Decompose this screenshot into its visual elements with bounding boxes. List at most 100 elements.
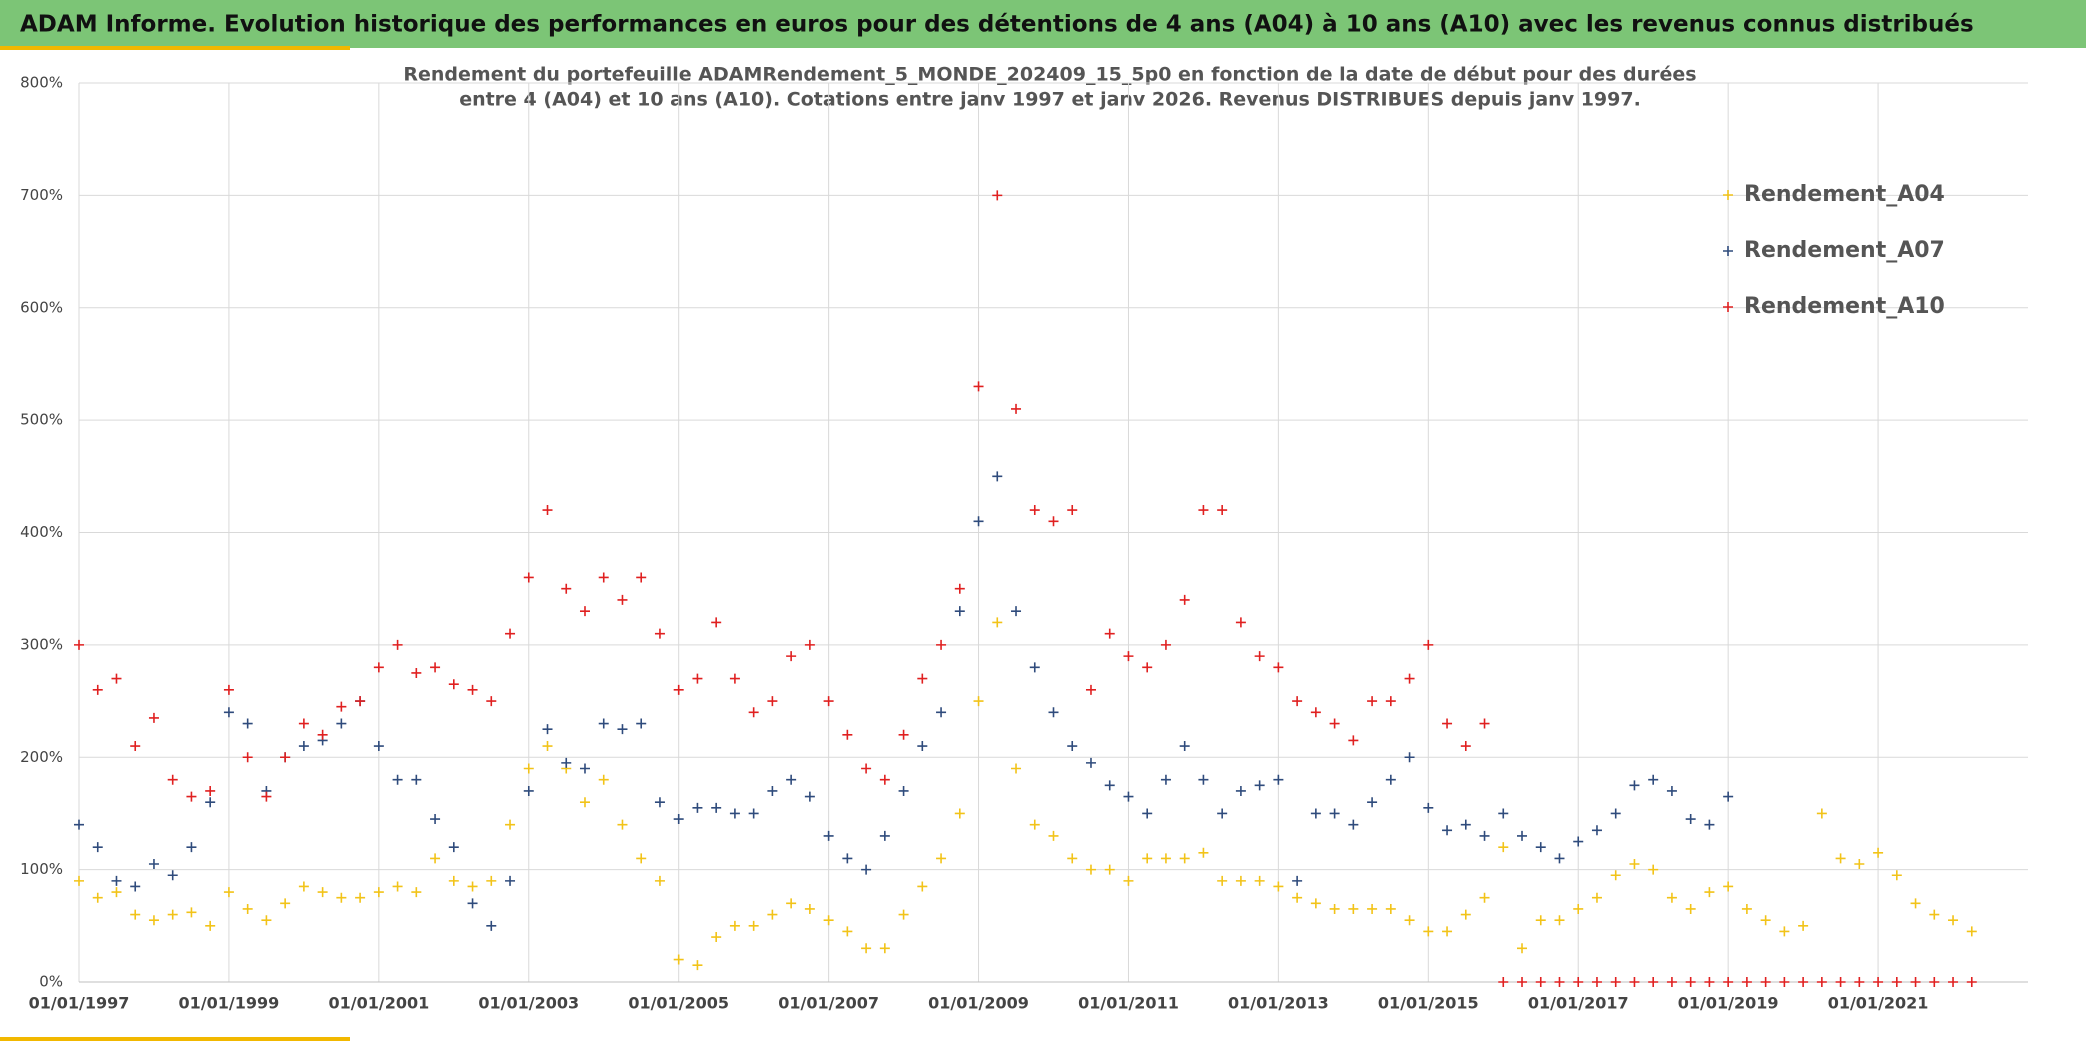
point	[1948, 977, 1959, 987]
point	[1723, 791, 1734, 802]
point	[1160, 774, 1171, 785]
point	[111, 887, 122, 898]
point	[879, 774, 890, 785]
point	[1610, 977, 1621, 987]
point	[861, 943, 872, 954]
point	[654, 875, 665, 886]
point	[242, 752, 253, 763]
chart-subtitle: Rendement du portefeuille ADAMRendement_…	[403, 64, 1696, 86]
point	[430, 853, 441, 864]
point	[1442, 825, 1453, 836]
point	[954, 808, 965, 819]
x-tick-label: 01/01/2011	[1078, 994, 1179, 1013]
point	[1198, 847, 1209, 858]
point	[711, 802, 722, 813]
point	[111, 673, 122, 684]
point	[1816, 977, 1827, 987]
point	[973, 381, 984, 392]
point	[1142, 662, 1153, 673]
point	[148, 712, 159, 723]
x-tick-label: 01/01/2003	[478, 994, 579, 1013]
point	[954, 583, 965, 594]
point	[1498, 977, 1509, 987]
point	[1741, 977, 1752, 987]
point	[130, 881, 141, 892]
point	[1573, 903, 1584, 914]
point	[1460, 909, 1471, 920]
point	[223, 707, 234, 718]
point	[186, 907, 197, 918]
point	[1779, 926, 1790, 937]
x-tick-label: 01/01/2001	[328, 994, 429, 1013]
point	[1160, 639, 1171, 650]
legend-marker	[1723, 302, 1733, 312]
point	[467, 881, 478, 892]
point	[1704, 819, 1715, 830]
point	[1423, 802, 1434, 813]
point	[298, 718, 309, 729]
point	[1217, 808, 1228, 819]
point	[823, 696, 834, 707]
y-tick-label: 800%	[20, 74, 63, 92]
point	[1666, 977, 1677, 987]
point	[992, 471, 1003, 482]
x-tick-label: 01/01/2021	[1828, 994, 1929, 1013]
point	[823, 915, 834, 926]
point	[523, 785, 534, 796]
point	[1273, 881, 1284, 892]
point	[523, 763, 534, 774]
point	[673, 954, 684, 965]
point	[411, 774, 422, 785]
point	[598, 774, 609, 785]
point	[242, 903, 253, 914]
point	[411, 887, 422, 898]
point	[1479, 830, 1490, 841]
point	[92, 842, 103, 853]
point	[1610, 870, 1621, 881]
legend-label: Rendement_A04	[1744, 182, 1945, 207]
point	[1910, 898, 1921, 909]
point	[1929, 909, 1940, 920]
point	[1723, 881, 1734, 892]
point	[1929, 977, 1940, 987]
point	[1310, 808, 1321, 819]
point	[223, 684, 234, 695]
point	[1292, 696, 1303, 707]
point	[223, 887, 234, 898]
point	[1760, 977, 1771, 987]
point	[1554, 977, 1565, 987]
y-tick-label: 0%	[39, 973, 63, 991]
point	[1292, 892, 1303, 903]
point	[1517, 830, 1528, 841]
point	[917, 741, 928, 752]
point	[1179, 594, 1190, 605]
accent	[0, 46, 350, 50]
accent	[0, 1037, 350, 1041]
point	[1085, 757, 1096, 768]
y-tick-label: 600%	[20, 298, 63, 316]
page-title: ADAM Informe. Evolution historique des p…	[20, 12, 1974, 38]
point	[1329, 718, 1340, 729]
point	[1367, 797, 1378, 808]
point	[804, 903, 815, 914]
point	[1048, 830, 1059, 841]
point	[1385, 774, 1396, 785]
point	[767, 785, 778, 796]
point	[1591, 825, 1602, 836]
y-tick-label: 700%	[20, 186, 63, 204]
point	[186, 842, 197, 853]
point	[598, 572, 609, 583]
point	[261, 791, 272, 802]
point	[1591, 892, 1602, 903]
point	[1535, 977, 1546, 987]
point	[486, 920, 497, 931]
point	[1123, 651, 1134, 662]
point	[1948, 915, 1959, 926]
point	[74, 639, 84, 650]
point	[205, 785, 216, 796]
point	[1760, 915, 1771, 926]
point	[673, 814, 684, 825]
point	[167, 774, 178, 785]
point	[1648, 774, 1659, 785]
